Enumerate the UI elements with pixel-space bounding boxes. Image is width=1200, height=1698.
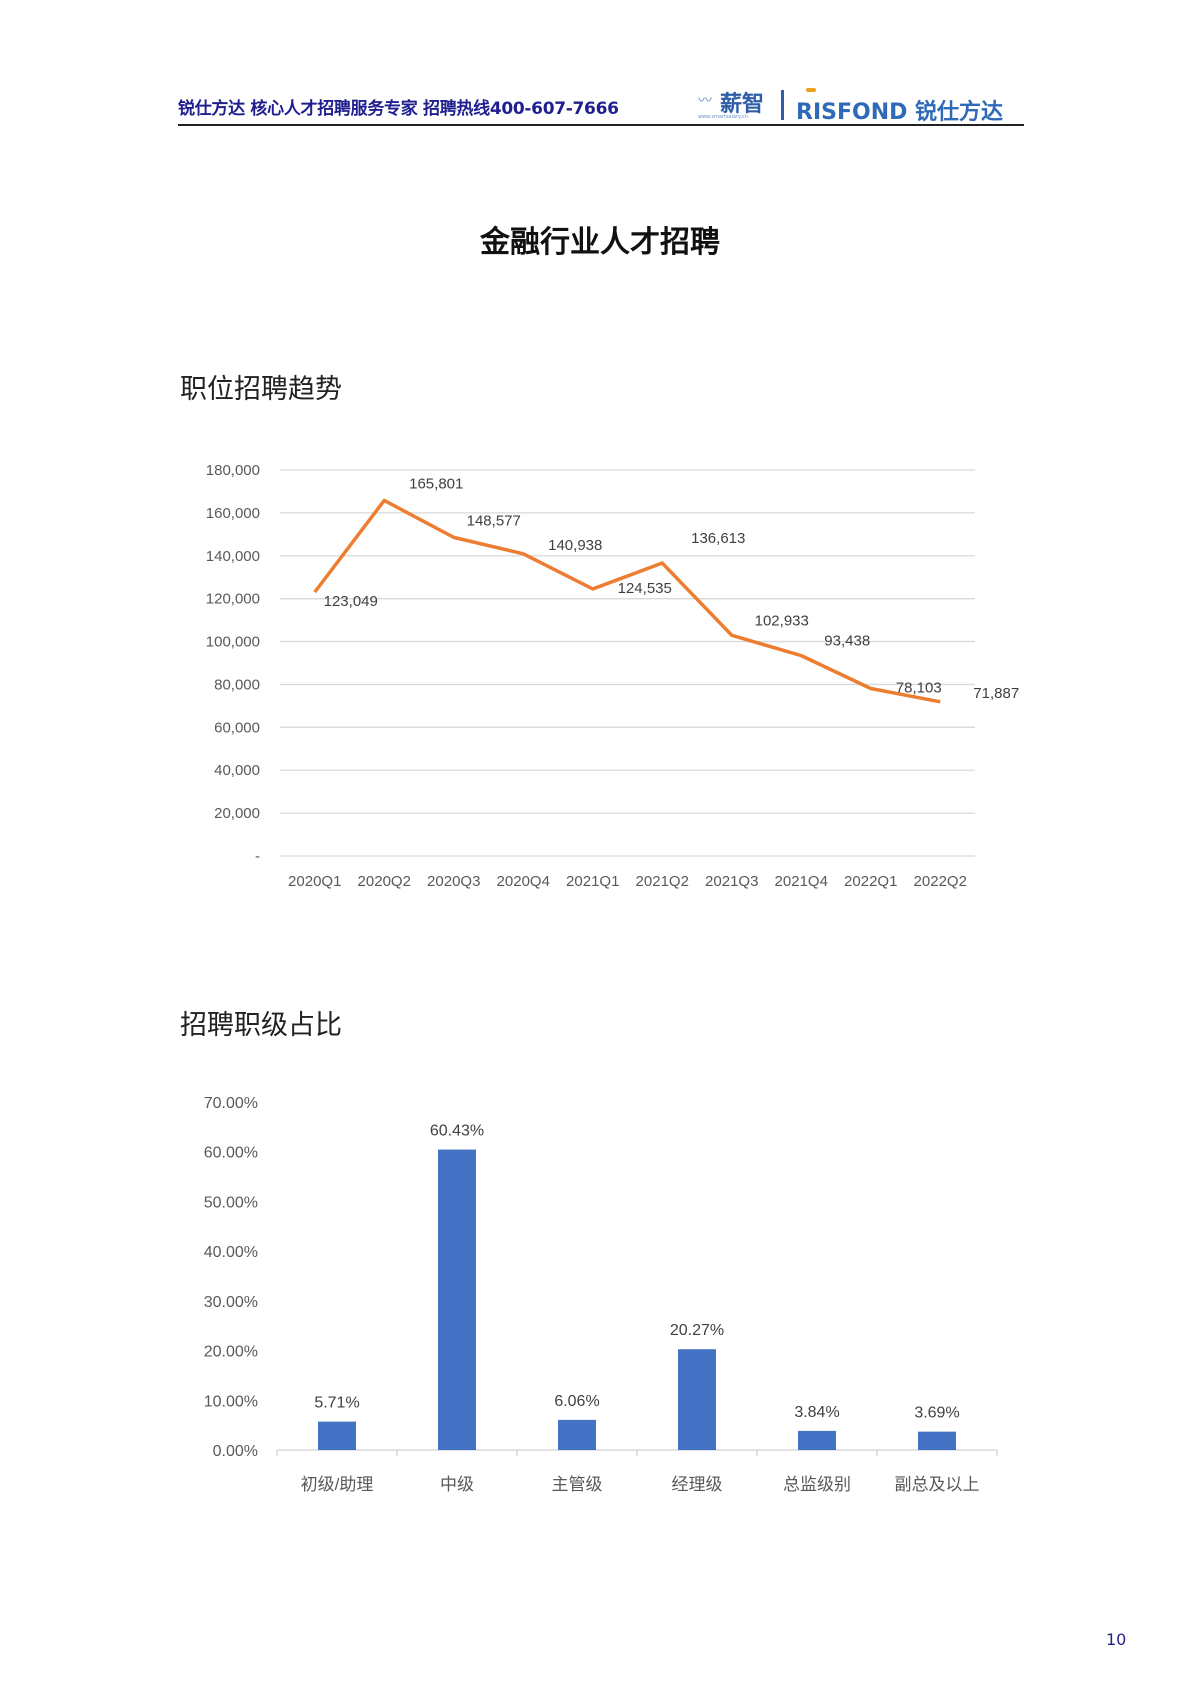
data-label: 3.84%: [794, 1404, 839, 1421]
bar: [318, 1421, 356, 1450]
y-tick-label: 50.00%: [204, 1194, 258, 1211]
header-slogan: 锐仕方达 核心人才招聘服务专家 招聘热线400-607-7666: [178, 99, 619, 119]
y-tick-label: 140,000: [206, 548, 260, 565]
x-tick-label: 2022Q1: [844, 873, 897, 890]
y-tick-label: 80,000: [214, 676, 260, 693]
x-tick-label: 2021Q2: [636, 873, 689, 890]
level-bar-chart: 0.00% 10.00% 20.00% 30.00% 40.00% 50.00% 60.00…: [204, 1095, 998, 1494]
x-tick-label: 2020Q2: [358, 873, 411, 890]
level-section-title: 招聘职级占比: [180, 1010, 342, 1041]
trend-line-chart: - 20,000 40,000 60,000 80,000 100,000 120,000 1…: [206, 462, 1019, 890]
y-tick-label: 40,000: [214, 762, 260, 779]
x-tick-label: 经理级: [672, 1475, 723, 1494]
y-tick-label: -: [255, 848, 260, 865]
trend-section-title: 职位招聘趋势: [180, 374, 342, 405]
risfond-logo-text: RISFOND 锐仕方达: [796, 100, 1004, 125]
bar: [678, 1349, 716, 1450]
data-label: 148,577: [467, 512, 521, 529]
data-label: 6.06%: [554, 1393, 599, 1410]
y-tick-label: 180,000: [206, 462, 260, 479]
bar: [918, 1431, 956, 1450]
data-label: 136,613: [691, 530, 745, 547]
xinzhi-logo-text: 薪智: [720, 92, 765, 117]
data-label: 93,438: [824, 633, 870, 650]
x-tick-label: 2021Q4: [775, 873, 828, 890]
data-label: 60.43%: [430, 1123, 484, 1140]
x-tick-label: 2022Q2: [914, 873, 967, 890]
xinzhi-logo: 〰 薪智 www.smartsalary.cn: [698, 86, 774, 122]
data-label: 102,933: [755, 612, 809, 629]
data-label: 5.71%: [314, 1395, 359, 1412]
bar: [798, 1430, 836, 1450]
x-tick-label: 初级/助理: [301, 1475, 374, 1494]
x-tick-label: 副总及以上: [895, 1475, 980, 1494]
data-label: 123,049: [324, 593, 378, 610]
y-tick-label: 100,000: [206, 634, 260, 651]
y-tick-label: 70.00%: [204, 1095, 258, 1112]
risfond-logo: RISFOND 锐仕方达: [796, 88, 1004, 126]
header-divider: [178, 124, 1024, 126]
data-label: 3.69%: [914, 1405, 959, 1422]
y-tick-label: 20.00%: [204, 1344, 258, 1361]
data-label: 71,887: [973, 685, 1019, 702]
data-label: 124,535: [618, 580, 672, 597]
logo-separator: [781, 90, 784, 120]
x-tick-label: 主管级: [552, 1475, 603, 1494]
y-tick-label: 10.00%: [204, 1393, 258, 1410]
bar: [438, 1149, 476, 1450]
page-number: 10: [1106, 1630, 1127, 1649]
data-label: 20.27%: [670, 1322, 724, 1339]
x-tick-label: 2021Q3: [705, 873, 758, 890]
x-tick-label: 总监级别: [783, 1475, 851, 1494]
trend-line: [313, 498, 941, 704]
y-tick-label: 160,000: [206, 505, 260, 522]
page-title: 金融行业人才招聘: [480, 225, 720, 260]
data-label: 165,801: [409, 475, 463, 492]
x-tick-label: 中级: [440, 1475, 474, 1494]
xinzhi-logo-url: www.smartsalary.cn: [698, 114, 748, 120]
wave-icon: 〰: [698, 93, 712, 109]
y-tick-label: 20,000: [214, 805, 260, 822]
x-tick-label: 2021Q1: [566, 873, 619, 890]
y-tick-label: 120,000: [206, 591, 260, 608]
bar: [558, 1419, 596, 1450]
y-tick-label: 60.00%: [204, 1145, 258, 1162]
y-tick-label: 0.00%: [213, 1443, 258, 1460]
y-tick-label: 60,000: [214, 719, 260, 736]
x-tick-label: 2020Q4: [497, 873, 550, 890]
y-tick-label: 30.00%: [204, 1294, 258, 1311]
x-tick-label: 2020Q3: [427, 873, 480, 890]
risfond-accent-icon: [806, 88, 816, 92]
y-tick-label: 40.00%: [204, 1244, 258, 1261]
x-tick-label: 2020Q1: [288, 873, 341, 890]
data-label: 78,103: [896, 680, 942, 697]
data-label: 140,938: [548, 537, 602, 554]
